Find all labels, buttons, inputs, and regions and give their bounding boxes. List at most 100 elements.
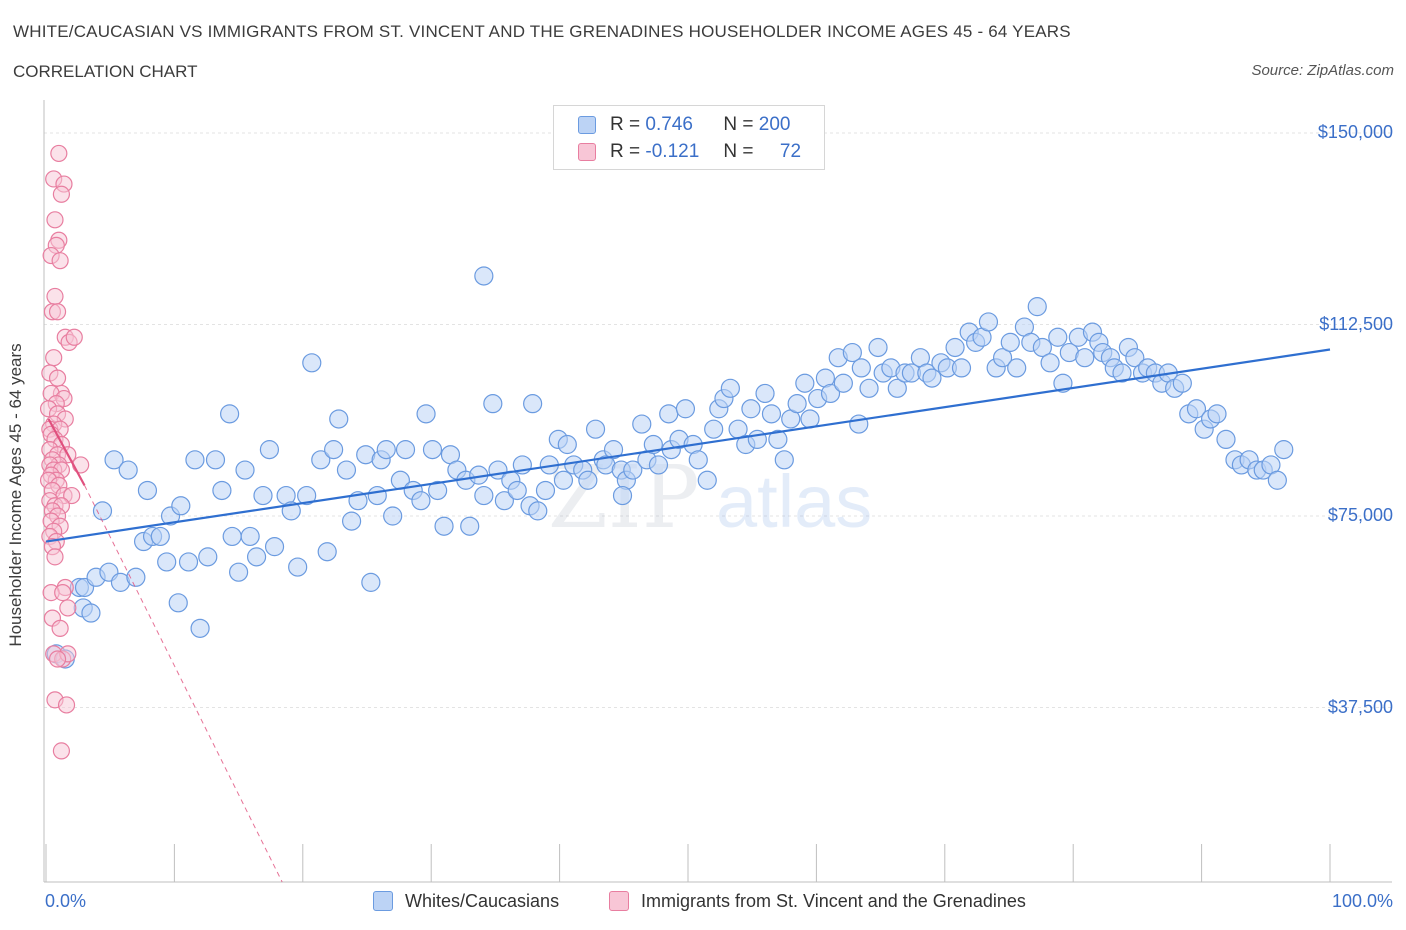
trend-line-immigrants-extension (84, 485, 283, 883)
point-whites (311, 450, 331, 470)
point-whites (81, 603, 101, 623)
point-whites (416, 404, 436, 424)
series-immigrants (39, 144, 90, 760)
point-whites (704, 419, 724, 439)
point-whites (341, 511, 362, 531)
x-tick-0: 0.0% (45, 891, 87, 911)
point-whites (168, 593, 188, 613)
point-whites (205, 450, 226, 470)
r-label: R = (610, 114, 641, 135)
point-whites (1027, 297, 1047, 317)
point-whites (220, 404, 240, 424)
point-immigrants (72, 456, 90, 474)
point-immigrants (63, 486, 81, 505)
point-whites (648, 455, 669, 475)
trend-lines (45, 348, 1331, 883)
series-whites (46, 266, 1294, 669)
point-whites (92, 501, 113, 521)
point-whites (697, 470, 717, 490)
r-value-whites: 0.746 (645, 114, 693, 135)
point-whites (741, 399, 761, 419)
point-whites (887, 378, 907, 398)
immigrants-legend-swatch (609, 891, 629, 911)
point-immigrants (48, 369, 67, 387)
point-immigrants (65, 328, 83, 346)
point-whites (178, 552, 199, 572)
point-whites (1267, 470, 1287, 490)
r-value-immigrants: -0.121 (645, 141, 700, 162)
point-whites (578, 470, 598, 490)
point-whites (222, 526, 242, 547)
point-whites (1040, 353, 1060, 373)
point-immigrants (51, 619, 69, 637)
point-whites (1274, 440, 1294, 460)
point-immigrants (46, 548, 64, 566)
point-whites (623, 460, 643, 480)
point-whites (774, 450, 794, 470)
immigrants-legend-label: Immigrants from St. Vincent and the Gren… (641, 890, 1026, 911)
chart-title: WHITE/CAUCASIAN VS IMMIGRANTS FROM ST. V… (13, 22, 1071, 41)
point-whites (367, 485, 387, 506)
point-whites (1125, 348, 1145, 368)
point-immigrants (57, 696, 76, 714)
point-whites (612, 485, 633, 506)
point-whites (675, 399, 696, 419)
point-whites (859, 378, 879, 398)
point-whites (171, 496, 191, 516)
trend-line-whites (45, 348, 1331, 543)
point-whites (523, 394, 543, 414)
point-immigrants (52, 742, 71, 760)
n-label: N = (723, 141, 754, 162)
point-whites (1172, 373, 1192, 393)
point-whites (795, 373, 815, 393)
point-whites (246, 547, 267, 567)
point-whites (150, 526, 170, 547)
point-whites (190, 618, 210, 638)
point-whites (557, 434, 577, 455)
point-whites (383, 506, 403, 526)
point-whites (212, 480, 232, 501)
point-whites (411, 491, 431, 511)
point-whites (868, 337, 888, 358)
point-immigrants (59, 599, 77, 617)
point-whites (264, 537, 285, 557)
point-whites (288, 557, 308, 577)
point-whites (240, 526, 260, 547)
point-whites (820, 383, 841, 404)
point-whites (297, 485, 317, 506)
point-whites (1007, 358, 1027, 378)
point-whites (659, 404, 679, 424)
watermark-atlas: atlas (716, 460, 872, 543)
point-immigrants (46, 211, 64, 229)
point-whites (842, 342, 862, 363)
point-whites (324, 440, 344, 460)
point-whites (1207, 404, 1227, 424)
point-immigrants (51, 252, 69, 270)
point-whites (553, 470, 574, 490)
point-whites (507, 480, 527, 501)
legend-item-whites: Whites/Caucasians (373, 888, 559, 914)
legend-row-whites: R = 0.746 N = 200 (578, 112, 790, 138)
legend-item-immigrants: Immigrants from St. Vincent and the Gren… (609, 888, 1026, 914)
point-whites (137, 480, 158, 501)
immigrants-swatch (578, 143, 596, 161)
point-whites (229, 562, 249, 582)
point-whites (428, 480, 448, 501)
point-whites (851, 358, 871, 378)
point-whites (434, 516, 454, 536)
point-whites (118, 460, 138, 480)
point-whites (632, 414, 652, 434)
r-label: R = (610, 141, 641, 162)
point-whites (1186, 399, 1207, 419)
point-immigrants (48, 303, 67, 321)
n-value-whites: 200 (758, 114, 791, 135)
point-whites (460, 516, 480, 536)
point-immigrants (50, 144, 68, 163)
point-whites (978, 312, 999, 332)
point-whites (185, 450, 205, 470)
point-whites (833, 373, 853, 393)
source-credit: Source: ZipAtlas.com (1251, 62, 1394, 79)
y-tick-150000: $150,000 (1317, 122, 1393, 142)
y-tick-112500: $112,500 (1319, 314, 1393, 334)
